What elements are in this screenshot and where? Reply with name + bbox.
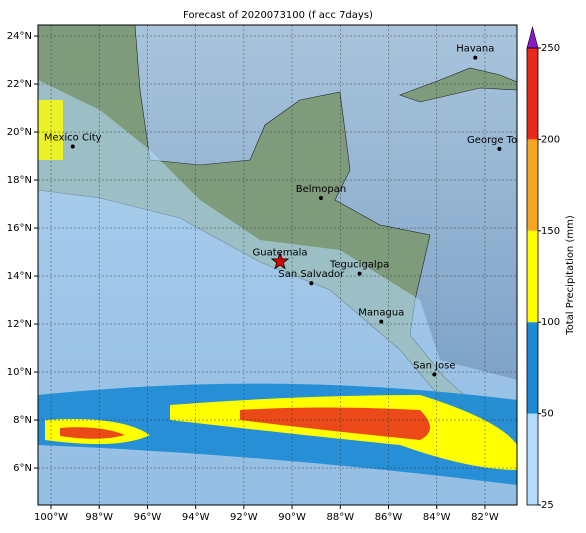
x-tick-label: 92°W [230, 512, 258, 523]
colorbar-tick-label: 100 [541, 317, 560, 328]
x-tick-label: 86°W [375, 512, 403, 523]
city-label: Mexico City [44, 132, 102, 143]
x-tick-label: 100°W [34, 512, 68, 523]
city-label: Managua [358, 308, 404, 319]
colorbar-frame [526, 47, 539, 506]
y-tick-label: 8°N [13, 415, 32, 426]
city-marker [70, 144, 75, 149]
x-tick-label: 94°W [182, 512, 210, 523]
city-marker [309, 281, 314, 286]
city-label: San Salvador [278, 269, 345, 280]
city-marker [319, 196, 324, 201]
city-marker [357, 271, 362, 276]
x-tick-label: 82°W [471, 512, 499, 523]
colorbar-segment [527, 322, 538, 414]
x-tick-label: 90°W [278, 512, 306, 523]
y-tick-label: 12°N [7, 319, 32, 330]
colorbar-segment [527, 48, 538, 140]
rain-patch [38, 100, 63, 160]
x-tick-label: 98°W [85, 512, 113, 523]
colorbar-tick-label: 250 [541, 43, 560, 54]
x-tick-label: 84°W [423, 512, 451, 523]
colorbar-segment [527, 413, 538, 505]
city-label: George Town [467, 135, 532, 146]
y-tick-label: 6°N [13, 463, 32, 474]
y-tick-label: 22°N [7, 79, 32, 90]
y-tick-label: 10°N [7, 367, 32, 378]
colorbar-tick-label: 25 [541, 500, 554, 511]
frame [37, 24, 518, 506]
city-marker [432, 372, 437, 377]
city-star [270, 251, 290, 270]
x-tick-label: 96°W [134, 512, 162, 523]
colorbar-tick-label: 50 [541, 409, 554, 420]
y-tick-label: 18°N [7, 175, 32, 186]
y-tick-label: 20°N [7, 127, 32, 138]
colorbar-segment [527, 139, 538, 231]
city-marker [379, 319, 384, 324]
colorbar-segment [527, 230, 538, 323]
city-label: San Jose [413, 360, 455, 371]
city-label: Guatemala [252, 248, 307, 259]
x-tick-label: 88°W [326, 512, 354, 523]
city-label: Havana [456, 44, 494, 55]
city-label: Tegucigalpa [329, 260, 389, 271]
map-area: Mexico City Belmopan Guatemala San Salvador… [38, 25, 532, 505]
y-tick-label: 24°N [7, 31, 32, 42]
colorbar-tick-label: 150 [541, 226, 560, 237]
city-marker [497, 146, 502, 151]
title: Forecast of 2020073100 (f acc 7days) [183, 10, 373, 21]
colorbar-label: Total Precipitation (mm) [565, 215, 576, 336]
y-tick-label: 16°N [7, 223, 32, 234]
rain-extreme [60, 407, 430, 440]
colorbar-tick-label: 200 [541, 134, 560, 145]
colorbar-extend [526, 25, 539, 49]
city-label: Belmopan [296, 184, 346, 195]
cuba [399, 67, 517, 103]
city-marker [473, 55, 478, 60]
y-tick-label: 14°N [7, 271, 32, 282]
